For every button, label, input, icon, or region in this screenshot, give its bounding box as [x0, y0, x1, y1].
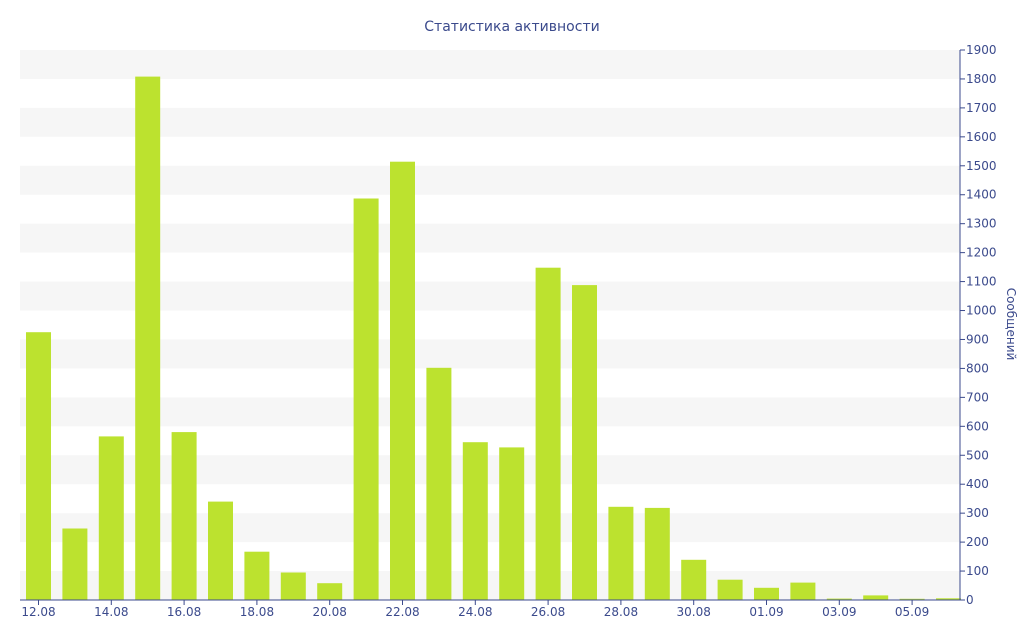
bar [62, 528, 88, 600]
bar [26, 332, 51, 600]
grid-band [20, 50, 960, 79]
y-tick-label: 1600 [966, 130, 997, 144]
y-axis-label: Сообщений [1004, 288, 1018, 361]
bar [608, 506, 634, 600]
y-tick-label: 1200 [966, 246, 997, 260]
y-tick-label: 1800 [966, 72, 997, 86]
grid-band [20, 571, 960, 600]
bars [26, 76, 961, 601]
y-tick-label: 1400 [966, 188, 997, 202]
bar [208, 501, 233, 600]
bar [790, 582, 816, 600]
bar [936, 598, 961, 600]
bar [135, 76, 161, 601]
bar [681, 559, 707, 600]
bar [280, 572, 306, 600]
x-tick-label: 03.09 [822, 605, 856, 619]
bar [426, 367, 452, 600]
bar [390, 161, 415, 600]
grid-band [20, 339, 960, 369]
y-tick-label: 1700 [966, 101, 997, 115]
x-axis-ticks: 12.08 14.08 16.08 18.08 20.08 22.08 24.08 26.08… [21, 600, 929, 619]
grid-band [20, 397, 960, 427]
grid-band [20, 165, 960, 195]
grid-band [20, 513, 960, 543]
bar [754, 587, 779, 600]
bar [899, 598, 925, 600]
y-tick-label: 500 [966, 448, 989, 462]
bar [826, 598, 852, 600]
x-tick-label: 05.09 [895, 605, 929, 619]
bar [462, 442, 488, 600]
grid-band [20, 107, 960, 137]
y-tick-label: 100 [966, 564, 989, 578]
y-tick-label: 1500 [966, 159, 997, 173]
x-tick-label: 20.08 [313, 605, 347, 619]
chart-title: Статистика активности [424, 19, 599, 35]
grid-bands [20, 50, 960, 600]
bar [499, 447, 525, 600]
x-tick-label: 12.08 [21, 605, 55, 619]
grid-band [20, 223, 960, 253]
bar [317, 583, 343, 600]
bar [572, 285, 597, 600]
y-tick-label: 1300 [966, 217, 997, 231]
grid-band [20, 455, 960, 485]
bar [353, 198, 379, 600]
bar [717, 579, 743, 600]
grid-band [20, 281, 960, 311]
x-tick-label: 16.08 [167, 605, 201, 619]
y-tick-label: 1900 [966, 43, 997, 57]
y-tick-label: 200 [966, 535, 989, 549]
y-tick-label: 1100 [966, 275, 997, 289]
x-tick-label: 01.09 [749, 605, 783, 619]
y-tick-label: 900 [966, 332, 989, 346]
y-tick-label: 400 [966, 477, 989, 491]
x-tick-label: 18.08 [240, 605, 274, 619]
bar [535, 267, 561, 600]
y-tick-label: 600 [966, 419, 989, 433]
y-tick-label: 1000 [966, 304, 997, 318]
y-tick-label: 800 [966, 361, 989, 375]
bar [98, 436, 124, 600]
bar [244, 551, 270, 600]
x-tick-label: 26.08 [531, 605, 565, 619]
x-tick-label: 24.08 [458, 605, 492, 619]
y-axis-ticks: 0 100 200 300 400 500 600 700 800 900 1000 1100 1200… [960, 43, 997, 607]
bar [171, 432, 197, 600]
x-tick-label: 30.08 [677, 605, 711, 619]
x-tick-label: 28.08 [604, 605, 638, 619]
y-tick-label: 700 [966, 390, 989, 404]
y-tick-label: 300 [966, 506, 989, 520]
x-tick-label: 14.08 [94, 605, 128, 619]
y-tick-label: 0 [966, 593, 974, 607]
bar [644, 507, 670, 600]
bar [863, 595, 889, 600]
x-tick-label: 22.08 [385, 605, 419, 619]
